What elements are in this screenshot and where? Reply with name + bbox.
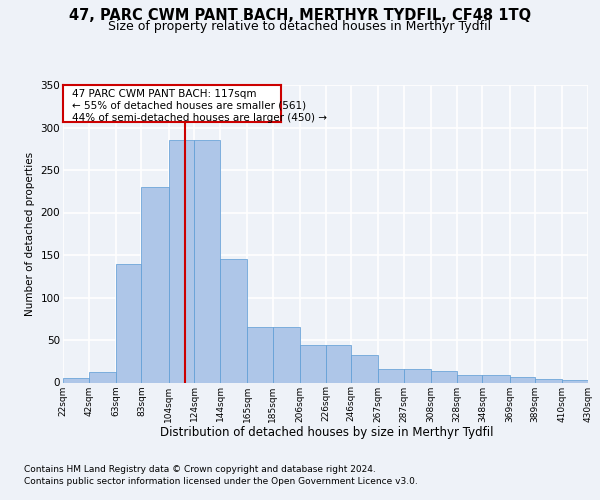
Y-axis label: Number of detached properties: Number of detached properties [25, 152, 35, 316]
Bar [404, 369, 431, 382]
Bar [116, 264, 142, 382]
Bar [482, 375, 509, 382]
Bar [89, 372, 116, 382]
Bar [457, 375, 482, 382]
Bar [300, 345, 326, 383]
Bar [169, 140, 194, 382]
Bar [351, 356, 378, 382]
Bar [220, 259, 247, 382]
Bar [194, 140, 220, 382]
Bar [509, 378, 535, 382]
Bar [431, 372, 457, 382]
Bar [247, 327, 273, 382]
Text: Contains public sector information licensed under the Open Government Licence v3: Contains public sector information licen… [24, 476, 418, 486]
Text: Contains HM Land Registry data © Crown copyright and database right 2024.: Contains HM Land Registry data © Crown c… [24, 464, 376, 473]
Bar [142, 187, 169, 382]
Bar [325, 345, 351, 383]
Bar [535, 379, 562, 382]
Text: Distribution of detached houses by size in Merthyr Tydfil: Distribution of detached houses by size … [160, 426, 494, 439]
Bar [378, 369, 404, 382]
Text: 47, PARC CWM PANT BACH, MERTHYR TYDFIL, CF48 1TQ: 47, PARC CWM PANT BACH, MERTHYR TYDFIL, … [69, 8, 531, 22]
Bar [273, 327, 300, 382]
Text: Size of property relative to detached houses in Merthyr Tydfil: Size of property relative to detached ho… [109, 20, 491, 33]
Bar [63, 378, 89, 382]
Bar [562, 380, 588, 382]
